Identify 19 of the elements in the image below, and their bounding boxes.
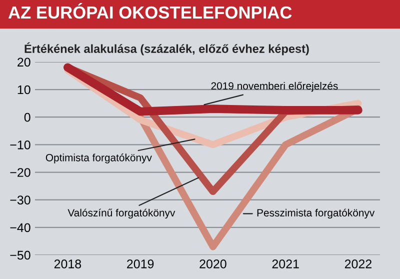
y-tick-label: −40 xyxy=(10,223,30,232)
x-tick-label: 2021 xyxy=(272,260,299,268)
y-tick-label: 20 xyxy=(18,58,30,67)
x-tick-label: 2022 xyxy=(344,260,372,268)
chart-title: AZ EURÓPAI OKOSTELEFONPIAC xyxy=(8,3,292,19)
text: Optimista forgatókönyv xyxy=(46,154,152,164)
y-tick-label: −50 xyxy=(10,250,30,260)
x-tick-label: 2020 xyxy=(200,260,226,268)
y-tick-label: −20 xyxy=(10,168,30,177)
y-tick-label: 0 xyxy=(24,112,30,122)
y-tick-label: 10 xyxy=(18,85,30,94)
series-label: Pesszimista forgatókönyv xyxy=(257,208,375,219)
x-tick-label: 2018 xyxy=(54,260,82,268)
x-tick-label: 2019 xyxy=(127,260,154,268)
y-tick-label: −10 xyxy=(10,140,30,150)
text: Valószínű forgatókönyv xyxy=(68,208,176,219)
chart-subtitle: Értékének alakulása (százalék, előző évhez képest) xyxy=(24,42,309,56)
series-label: 2019 novemberi előrejelzés xyxy=(211,82,338,92)
y-tick-label: −30 xyxy=(10,196,30,204)
